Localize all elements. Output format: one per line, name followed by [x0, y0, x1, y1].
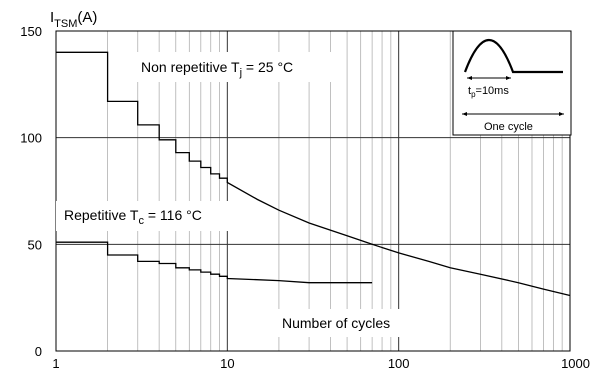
y-tick-label: 50	[28, 237, 42, 252]
series-non-repetitive-line	[56, 51, 571, 297]
x-axis-title: Number of cycles	[275, 309, 412, 337]
series-layer	[56, 51, 571, 297]
x-tick-label: 100	[388, 356, 410, 371]
inset-frame	[452, 30, 572, 136]
x-axis-ticks: 1 10 100 1000	[52, 356, 590, 371]
y-axis-title: ITSM(A)	[50, 9, 97, 30]
tp-arrow-left	[467, 76, 472, 80]
legend-repetitive-text: Repetitive Tc = 116 °C	[64, 207, 202, 227]
x-tick-label: 1000	[561, 356, 590, 371]
legend-non-repetitive-text: Non repetitive Tj = 25 °C	[141, 59, 293, 79]
x-axis-title-box	[275, 309, 412, 337]
plot-frame	[55, 30, 571, 352]
series-repetitive-line	[56, 241, 373, 284]
tp-label: tp=10ms	[468, 85, 509, 99]
legend-repetitive-box	[56, 201, 231, 231]
y-axis-ticks: 0 50 100 150	[20, 24, 42, 359]
pulse-inset: tp=10ms One cycle	[452, 30, 572, 136]
x-tick-label: 1	[52, 356, 59, 371]
y-tick-label: 0	[35, 344, 42, 359]
cycle-arrow-right	[559, 112, 564, 116]
x-tick-label: 10	[220, 356, 234, 371]
y-tick-label: 100	[20, 131, 42, 146]
legend-non-repetitive: Non repetitive Tj = 25 °C	[133, 52, 334, 82]
minor-grid	[107, 31, 563, 351]
cycle-arrow-left	[462, 112, 467, 116]
cycle-label: One cycle	[484, 121, 533, 133]
x-axis-title-text: Number of cycles	[282, 315, 390, 331]
y-tick-label: 150	[20, 24, 42, 39]
legend-repetitive: Repetitive Tc = 116 °C	[56, 201, 231, 231]
pulse-waveform	[463, 39, 563, 74]
legend-non-repetitive-box	[133, 52, 334, 82]
tp-arrow-right	[506, 76, 511, 80]
